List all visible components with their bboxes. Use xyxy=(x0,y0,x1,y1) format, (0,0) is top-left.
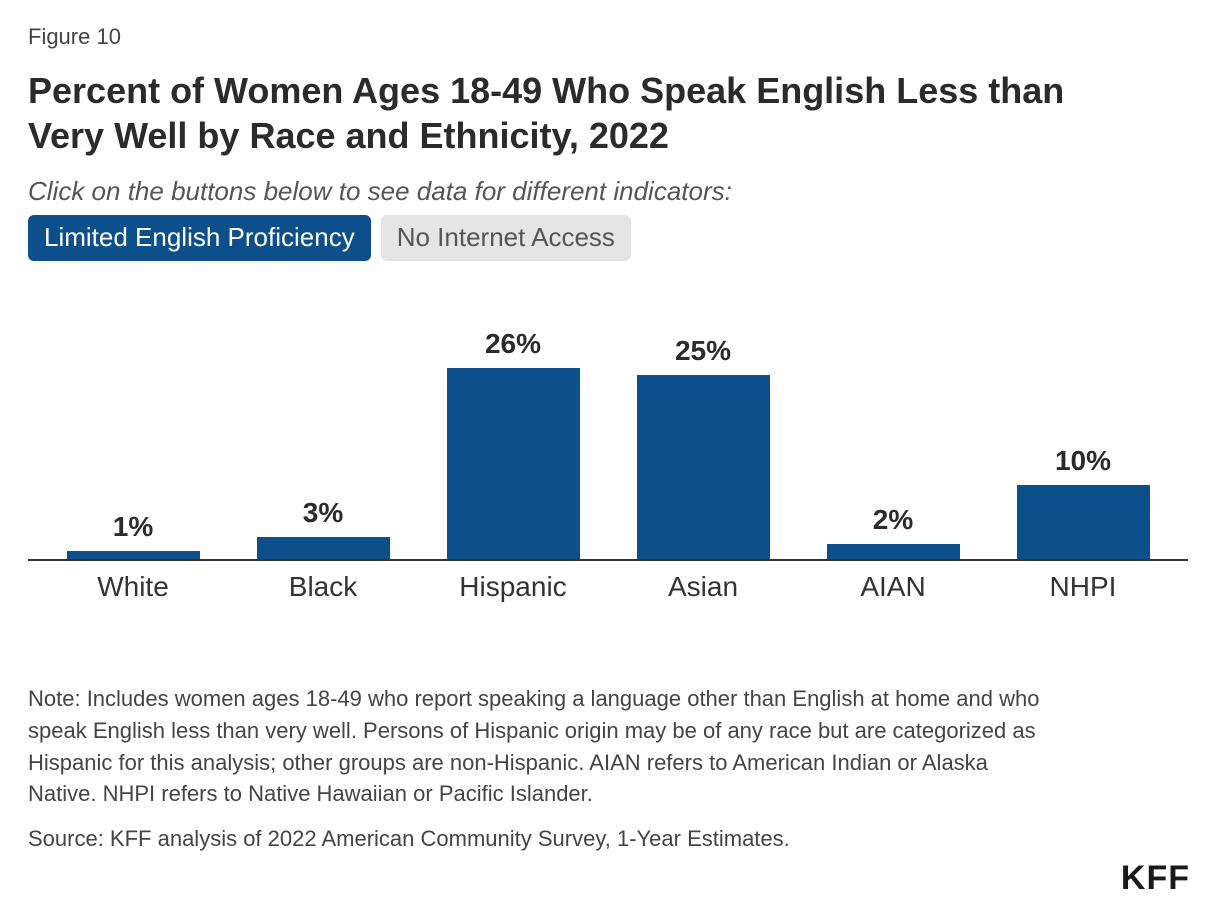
bar-slot: 26% xyxy=(418,341,608,559)
tab-limited-english-proficiency[interactable]: Limited English Proficiency xyxy=(28,215,371,261)
kff-logo: KFF xyxy=(1121,859,1190,898)
figure-number: Figure 10 xyxy=(28,24,1192,50)
source-line: Source: KFF analysis of 2022 American Co… xyxy=(28,826,1192,852)
bar-value-label: 2% xyxy=(873,504,913,536)
bar-value-label: 25% xyxy=(675,335,731,367)
bar-value-label: 10% xyxy=(1055,445,1111,477)
bar-slot: 2% xyxy=(798,341,988,559)
x-axis-label: Black xyxy=(228,571,418,603)
x-axis-label: White xyxy=(38,571,228,603)
bar xyxy=(257,537,390,559)
x-axis-label: Asian xyxy=(608,571,798,603)
indicator-tabs: Limited English Proficiency No Internet … xyxy=(28,215,1192,261)
bar xyxy=(1017,485,1150,558)
x-axis-label: Hispanic xyxy=(418,571,608,603)
bar-value-label: 3% xyxy=(303,497,343,529)
chart-title: Percent of Women Ages 18-49 Who Speak En… xyxy=(28,68,1128,158)
footnote: Note: Includes women ages 18-49 who repo… xyxy=(28,683,1048,811)
bar-value-label: 26% xyxy=(485,328,541,360)
bar xyxy=(67,551,200,558)
bar-value-label: 1% xyxy=(113,511,153,543)
bar-slot: 10% xyxy=(988,341,1178,559)
bar-chart: 1% 3% 26%25% 2% 10% WhiteBlackHispanicAsianA… xyxy=(28,341,1188,603)
bar xyxy=(637,375,770,558)
bar xyxy=(447,368,580,559)
bar xyxy=(827,544,960,559)
instruction-text: Click on the buttons below to see data f… xyxy=(28,176,1192,207)
tab-no-internet-access[interactable]: No Internet Access xyxy=(381,215,631,261)
x-axis-label: NHPI xyxy=(988,571,1178,603)
bar-slot: 3% xyxy=(228,341,418,559)
bar-slot: 1% xyxy=(38,341,228,559)
x-axis-label: AIAN xyxy=(798,571,988,603)
bar-slot: 25% xyxy=(608,341,798,559)
